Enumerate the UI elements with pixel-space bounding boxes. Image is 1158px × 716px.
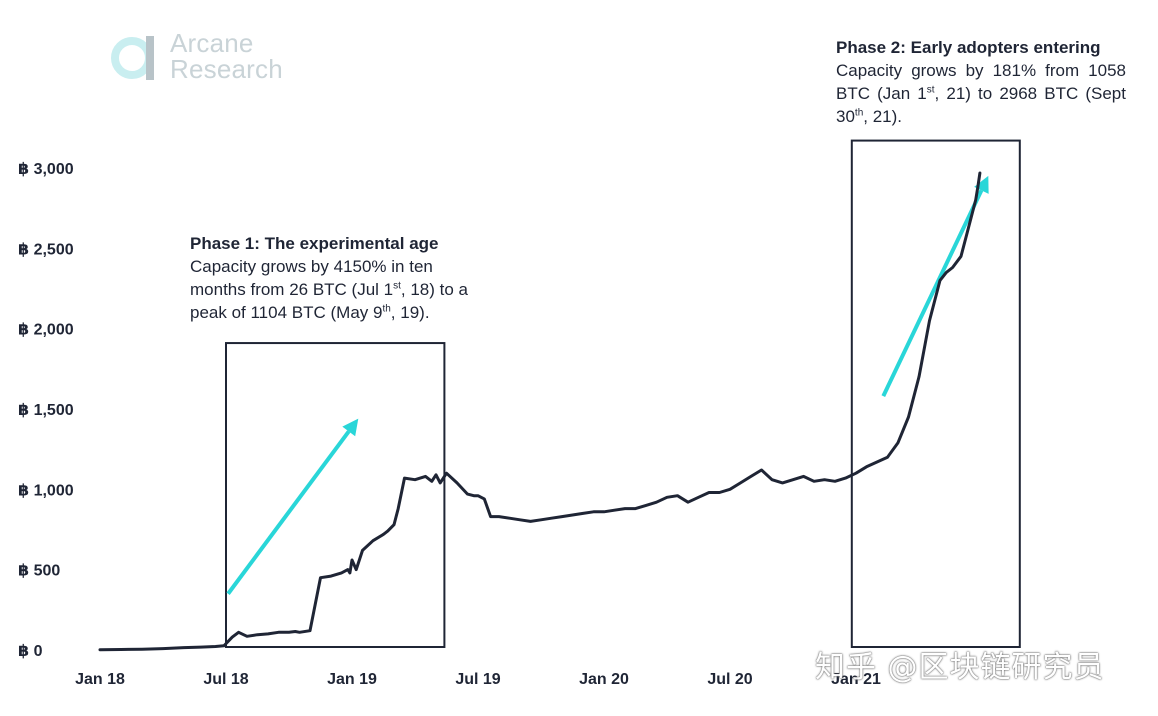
phase2-annotation: Phase 2: Early adopters entering Capacit… bbox=[836, 36, 1126, 128]
x-tick-label: Jan 19 bbox=[327, 671, 377, 688]
y-tick-label: ฿ 3,000 bbox=[18, 161, 74, 178]
x-tick-label: Jul 20 bbox=[707, 671, 752, 688]
x-tick-label: Jan 21 bbox=[831, 671, 881, 688]
y-tick-label: ฿ 2,000 bbox=[18, 322, 74, 339]
capacity-series-line bbox=[98, 171, 982, 652]
y-tick-label: ฿ 1,500 bbox=[18, 402, 74, 419]
highlight-boxes bbox=[225, 139, 1021, 648]
y-tick-label: ฿ 0 bbox=[18, 643, 43, 660]
x-tick-label: Jan 20 bbox=[579, 671, 629, 688]
phase2-title: Phase 2: Early adopters entering bbox=[836, 38, 1101, 57]
zhihu-watermark: 知乎 @区块链研究员 bbox=[815, 650, 1105, 685]
trend-arrow-head bbox=[342, 418, 359, 437]
highlight-box bbox=[850, 139, 1021, 648]
arcane-research-logo: Arcane Research bbox=[110, 28, 310, 88]
y-tick-label: ฿ 2,500 bbox=[18, 241, 74, 258]
x-tick-label: Jan 18 bbox=[75, 671, 125, 688]
logo-line-1: Arcane bbox=[170, 28, 254, 58]
phase1-body: Capacity grows by 4150% in ten months fr… bbox=[190, 257, 469, 322]
x-tick-label: Jul 19 bbox=[455, 671, 500, 688]
logo-line-2: Research bbox=[170, 54, 283, 84]
trend-arrows bbox=[226, 175, 989, 595]
y-tick-label: ฿ 500 bbox=[18, 563, 60, 580]
highlight-box bbox=[225, 342, 446, 648]
logo-wordmark: Arcane Research bbox=[170, 30, 283, 82]
y-axis: ฿ 0 ฿ 500 ฿ 1,000 ฿ 1,500 ฿ 2,000 ฿ 2,500 ฿ 3,… bbox=[18, 161, 74, 660]
y-tick-label: ฿ 1,000 bbox=[18, 482, 74, 499]
arcane-logo-icon bbox=[111, 36, 154, 80]
trend-arrow-shaft bbox=[226, 430, 351, 595]
phase1-title: Phase 1: The experimental age bbox=[190, 234, 439, 253]
phase2-body: Capacity grows by 181% from 1058 BTC (Ja… bbox=[836, 61, 1126, 126]
x-tick-label: Jul 18 bbox=[203, 671, 248, 688]
trend-arrow-shaft bbox=[881, 189, 984, 397]
phase1-annotation: Phase 1: The experimental age Capacity g… bbox=[190, 232, 490, 324]
series-group bbox=[98, 171, 982, 652]
trend-arrow-head bbox=[974, 175, 989, 194]
x-axis: Jan 18 Jul 18 Jan 19 Jul 19 Jan 20 Jul 20 Jan … bbox=[75, 671, 881, 688]
